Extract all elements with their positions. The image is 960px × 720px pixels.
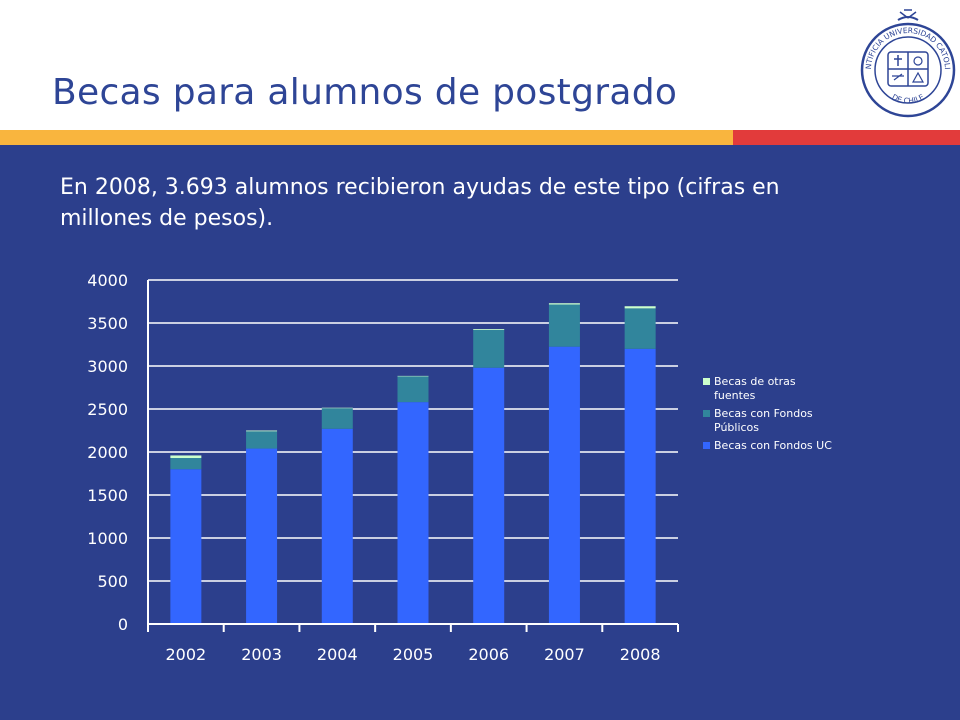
- bar-segment: [624, 308, 656, 349]
- legend-label: fuentes: [714, 389, 756, 402]
- bar-segment: [170, 458, 202, 470]
- bar-segment: [473, 367, 505, 624]
- y-tick-label: 500: [97, 572, 128, 591]
- y-axis-ticks: 0 500 1000 1500 2000 2500 3000 3500 4000: [87, 271, 128, 634]
- bar-segment: [397, 376, 429, 403]
- accent-bar-red: [733, 130, 960, 145]
- bar-segment: [624, 348, 656, 624]
- bar-segment: [548, 303, 580, 305]
- legend-label: Públicos: [714, 421, 759, 434]
- legend-swatch: [703, 442, 710, 449]
- bar-segment: [321, 428, 353, 624]
- y-tick-label: 3500: [87, 314, 128, 333]
- legend-label: Becas con Fondos UC: [714, 439, 832, 452]
- bar-segment: [397, 375, 429, 377]
- y-tick-label: 2500: [87, 400, 128, 419]
- bar-segment: [473, 329, 505, 368]
- bar-segment: [246, 431, 278, 449]
- x-axis-ticks: 2002 2003 2004 2005 2006 2007 2008: [165, 645, 660, 664]
- svg-text:DE CHILE: DE CHILE: [890, 92, 925, 105]
- bar-segment: [246, 430, 278, 432]
- bar-segment: [548, 304, 580, 347]
- x-tick-label: 2005: [393, 645, 434, 664]
- legend-label: Becas de otras: [714, 375, 796, 388]
- university-seal-icon: PONTIFICIA UNIVERSIDAD CATOLICA DE CHILE: [858, 8, 956, 118]
- bar-segment: [548, 346, 580, 624]
- legend-swatch: [703, 410, 710, 417]
- x-tick-label: 2007: [544, 645, 585, 664]
- bar-segment: [473, 329, 505, 330]
- y-tick-label: 1000: [87, 529, 128, 548]
- slide-header: Becas para alumnos de postgrado PONTIFIC…: [0, 0, 960, 130]
- legend-label: Becas con Fondos: [714, 407, 813, 420]
- y-tick-label: 3000: [87, 357, 128, 376]
- slide-subtitle: En 2008, 3.693 alumnos recibieron ayudas…: [60, 175, 780, 231]
- bar-segment: [170, 469, 202, 624]
- x-tick-label: 2008: [620, 645, 661, 664]
- chart-bars: [170, 303, 656, 624]
- y-tick-label: 4000: [87, 271, 128, 290]
- legend-swatch: [703, 378, 710, 385]
- bar-segment: [321, 408, 353, 429]
- accent-bar-yellow: [0, 130, 733, 145]
- x-tick-label: 2006: [468, 645, 509, 664]
- bar-segment: [397, 402, 429, 624]
- y-tick-label: 2000: [87, 443, 128, 462]
- x-tick-label: 2003: [241, 645, 282, 664]
- bar-segment: [624, 306, 656, 309]
- bar-segment: [246, 448, 278, 624]
- slide-title: Becas para alumnos de postgrado: [52, 72, 678, 113]
- x-tick-label: 2002: [165, 645, 206, 664]
- y-tick-label: 0: [118, 615, 128, 634]
- chart-axes: [147, 280, 679, 632]
- bar-segment: [170, 455, 202, 459]
- y-tick-label: 1500: [87, 486, 128, 505]
- x-tick-label: 2004: [317, 645, 358, 664]
- bar-segment: [321, 407, 353, 409]
